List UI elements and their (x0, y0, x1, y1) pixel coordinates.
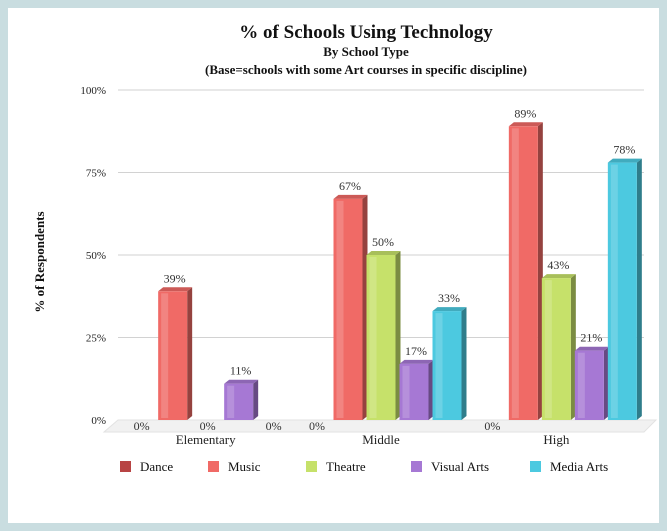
chart-title: % of Schools Using Technology (239, 22, 493, 43)
data-label-media-arts-middle: 33% (438, 291, 460, 305)
data-label-music-middle: 67% (339, 179, 361, 193)
legend-label: Theatre (326, 459, 366, 474)
legend-label: Music (228, 459, 261, 474)
legend-swatch (208, 461, 219, 472)
chart-subtitle-base: (Base=schools with some Art courses in s… (205, 62, 527, 77)
x-category-label: High (543, 432, 570, 447)
bar-music-elementary (158, 287, 193, 420)
bar-theatre-high (541, 274, 576, 420)
y-tick-label: 25% (86, 333, 106, 345)
legend-label: Dance (140, 459, 173, 474)
chart-floor (102, 419, 658, 433)
x-category-label: Middle (362, 432, 400, 447)
legend-label: Visual Arts (431, 459, 489, 474)
bar-music-high (508, 122, 543, 421)
data-label-media-arts-high: 78% (613, 143, 635, 157)
data-label-visual-arts-elementary: 11% (230, 364, 252, 378)
bar-visual-arts-elementary (224, 379, 259, 420)
bar-visual-arts-middle (399, 359, 434, 420)
legend-swatch (530, 461, 541, 472)
data-label-dance-elementary: 0% (134, 419, 150, 433)
legend-item-music: Music (208, 459, 261, 474)
x-category-label: Elementary (176, 432, 236, 447)
data-label-media-arts-elementary: 0% (266, 419, 282, 433)
chart-frame: % of Schools Using Technology By School … (8, 8, 659, 523)
data-labels: 0% 39% 0% 11% 0% 0% 67% 50% 17% 33% 0% 89% 43% 21% 78% (134, 106, 636, 433)
y-tick-label: 0% (91, 415, 106, 427)
y-tick-label: 75% (86, 168, 106, 180)
data-label-dance-middle: 0% (309, 419, 325, 433)
chart-subtitle: By School Type (323, 44, 409, 59)
y-axis-ticks: 0% 25% 50% 75% 100% (80, 85, 106, 427)
y-tick-label: 50% (86, 250, 106, 262)
y-tick-label: 100% (80, 85, 106, 97)
legend-item-visual-arts: Visual Arts (411, 459, 489, 474)
legend-swatch (120, 461, 131, 472)
legend-swatch (306, 461, 317, 472)
bar-music-middle (333, 194, 368, 420)
data-label-music-high: 89% (514, 106, 536, 120)
data-label-theatre-middle: 50% (372, 235, 394, 249)
legend: Dance Music Theatre Visual Arts Media Arts (120, 459, 608, 474)
bar-visual-arts-high (574, 346, 609, 420)
bar-media-arts-high (607, 158, 642, 420)
legend-item-media-arts: Media Arts (530, 459, 608, 474)
x-axis-categories: Elementary Middle High (176, 432, 570, 447)
data-label-theatre-high: 43% (547, 258, 569, 272)
legend-item-theatre: Theatre (306, 459, 366, 474)
legend-item-dance: Dance (120, 459, 173, 474)
bar-theatre-middle (366, 251, 401, 420)
legend-swatch (411, 461, 422, 472)
chart-canvas: % of Schools Using Technology By School … (32, 22, 658, 474)
bars (158, 122, 642, 421)
data-label-dance-high: 0% (484, 419, 500, 433)
data-label-visual-arts-high: 21% (580, 331, 602, 345)
data-label-visual-arts-middle: 17% (405, 344, 427, 358)
legend-label: Media Arts (550, 459, 608, 474)
data-label-music-elementary: 39% (164, 271, 186, 285)
data-label-theatre-elementary: 0% (200, 419, 216, 433)
y-axis-label: % of Respondents (32, 211, 47, 312)
bar-media-arts-middle (432, 307, 467, 420)
chart-floor-plane (102, 419, 658, 433)
